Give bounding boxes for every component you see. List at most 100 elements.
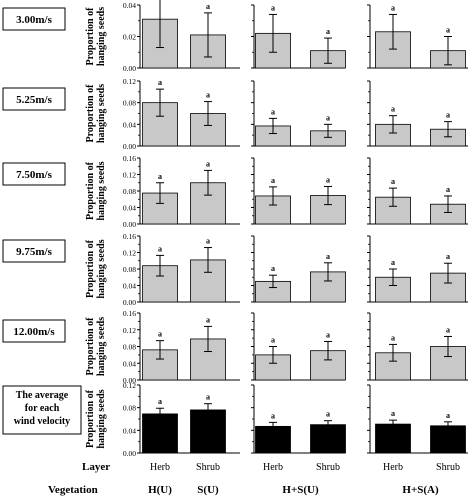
significance-letter: a (391, 258, 395, 267)
row-label-box (2, 87, 66, 111)
y-tick-label: 0.12 (123, 249, 136, 258)
significance-letter: a (206, 393, 210, 402)
y-tick-label: 0.04 (123, 426, 136, 435)
layer-label: Shrub (436, 462, 460, 473)
y-axis-label-line1: Proportion of (85, 84, 96, 143)
significance-letter: a (271, 411, 275, 420)
vegetation-title: Vegetation (48, 484, 98, 496)
y-tick-label: 0.08 (123, 187, 136, 196)
bar (430, 425, 466, 454)
significance-letter: a (326, 330, 330, 339)
y-axis-label-4: Proportion of hanging seeds (85, 317, 107, 376)
y-tick-label: 0.12 (123, 326, 136, 335)
y-axis-label-line2: hanging seeds (96, 239, 107, 298)
significance-letter: a (206, 91, 210, 100)
y-axis-label-0: Proportion of hanging seeds (85, 7, 107, 66)
layer-label: Herb (150, 462, 170, 473)
layer-label: Herb (263, 462, 283, 473)
bar (190, 338, 226, 381)
y-axis-label-line2: hanging seeds (96, 389, 107, 448)
y-tick-label: 0.00 (123, 449, 136, 458)
significance-letter: a (326, 410, 330, 419)
y-axis-label-3: Proportion of hanging seeds (85, 239, 107, 298)
significance-letter: a (158, 78, 162, 87)
y-tick-label: 0.16 (123, 309, 136, 318)
row-label: 3.00m/s (16, 14, 52, 26)
row-label-line: for each (25, 403, 60, 414)
y-tick-label: 0.00 (123, 298, 136, 307)
significance-letter: a (391, 105, 395, 114)
y-tick-label: 0.04 (123, 282, 136, 291)
row-label-line: The average (16, 390, 69, 401)
y-axis-label-line2: hanging seeds (96, 317, 107, 376)
significance-letter: a (271, 264, 275, 273)
y-tick-label: 0.04 (123, 1, 136, 10)
y-tick-label: 0.00 (123, 142, 136, 151)
y-tick-label: 0.04 (123, 204, 136, 213)
row-label-line: wind velocity (14, 416, 70, 427)
y-axis-label-line2: hanging seeds (96, 84, 107, 143)
significance-letter: a (271, 176, 275, 185)
y-axis-label-line1: Proportion of (85, 389, 96, 448)
layer-label: Shrub (316, 462, 340, 473)
significance-letter: a (271, 3, 275, 12)
y-tick-label: 0.08 (123, 265, 136, 274)
y-tick-label: 0.00 (123, 64, 136, 73)
significance-letter: a (446, 325, 450, 334)
row-label-box (2, 385, 82, 435)
y-tick-label: 0.08 (123, 343, 136, 352)
y-tick-label: 0.04 (123, 359, 136, 368)
significance-letter: a (326, 27, 330, 36)
significance-letter: a (271, 107, 275, 116)
row-label: 9.75m/s (16, 246, 52, 258)
y-tick-label: 0.08 (123, 404, 136, 413)
row-label: 7.50m/s (16, 169, 52, 181)
row-label: 12.00m/s (13, 326, 55, 338)
significance-letter: a (206, 2, 210, 11)
vegetation-label: H(U) (148, 484, 172, 496)
y-tick-label: 0.08 (123, 99, 136, 108)
significance-letter: a (206, 237, 210, 246)
vegetation-label: H+S(A) (402, 484, 439, 496)
significance-letter: a (391, 177, 395, 186)
significance-letter: a (158, 330, 162, 339)
y-tick-label: 0.16 (123, 232, 136, 241)
y-tick-label: 0.12 (123, 171, 136, 180)
y-tick-label: 0.00 (123, 376, 136, 385)
y-tick-label: 0.12 (123, 77, 136, 86)
layer-label: Herb (383, 462, 403, 473)
y-axis-label-1: Proportion of hanging seeds (85, 84, 107, 143)
y-axis-label-line1: Proportion of (85, 239, 96, 298)
y-tick-label: 0.16 (123, 154, 136, 163)
row-label: 5.25m/s (16, 94, 52, 106)
significance-letter: a (326, 175, 330, 184)
bar (310, 424, 346, 454)
vegetation-label: H+S(U) (282, 484, 319, 496)
significance-letter: a (391, 3, 395, 12)
bar (430, 272, 466, 303)
significance-letter: a (446, 411, 450, 420)
significance-letter: a (326, 113, 330, 122)
significance-letter: a (271, 336, 275, 345)
y-axis-label-line2: hanging seeds (96, 161, 107, 220)
y-axis-label-2: Proportion of hanging seeds (85, 161, 107, 220)
y-axis-label-line1: Proportion of (85, 7, 96, 66)
row-label-box (2, 7, 66, 31)
significance-letter: a (158, 397, 162, 406)
significance-letter: a (206, 315, 210, 324)
significance-letter: a (391, 333, 395, 342)
y-tick-label: 0.02 (123, 33, 136, 42)
significance-letter: a (391, 409, 395, 418)
significance-letter: a (206, 159, 210, 168)
significance-letter: a (158, 172, 162, 181)
layer-title: Layer (82, 461, 110, 473)
row-label-box (2, 319, 66, 343)
row-label-box (2, 239, 66, 263)
significance-letter: a (446, 185, 450, 194)
significance-letter: a (446, 252, 450, 261)
layer-label: Shrub (196, 462, 220, 473)
significance-letter: a (446, 26, 450, 35)
y-axis-label-line1: Proportion of (85, 161, 96, 220)
y-tick-label: 0.12 (123, 381, 136, 390)
